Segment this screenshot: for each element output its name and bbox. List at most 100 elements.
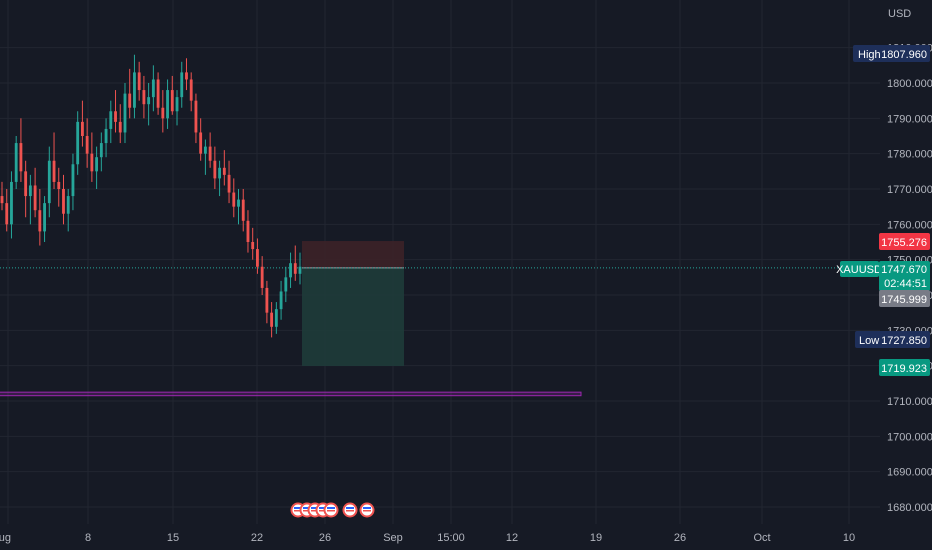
candle-body: [128, 93, 132, 108]
candle-body: [104, 128, 108, 144]
last-price-badge: 1747.670 02:44:51: [879, 261, 930, 291]
event-markers[interactable]: [290, 502, 375, 518]
candle-body: [293, 263, 297, 274]
x-axis[interactable]: Aug 8 15 22 26 Sep 15:00 12 19 26 Oct 10: [0, 532, 855, 544]
candle-body: [298, 266, 302, 274]
event-flag-icon[interactable]: [342, 502, 358, 518]
candle-body: [232, 192, 236, 207]
event-flag-icon[interactable]: [359, 502, 375, 518]
candle-body: [189, 79, 193, 101]
y-tick-label: 1710.000: [887, 396, 932, 408]
candle-body: [185, 72, 188, 80]
candlestick-series: [0, 54, 302, 338]
low-badge: Low 1727.850: [855, 331, 930, 348]
bar-countdown: 02:44:51: [884, 278, 927, 290]
candle-body: [251, 242, 255, 250]
candle-body: [194, 100, 198, 133]
last-price: 1747.670: [881, 264, 927, 276]
y-tick-label: 1770.000: [887, 184, 932, 196]
candle-body: [109, 111, 113, 129]
candle-body: [274, 309, 278, 327]
event-flag-icon[interactable]: [323, 502, 339, 518]
candle-body: [118, 121, 122, 133]
candle-body: [256, 249, 259, 267]
candle-body: [14, 143, 18, 182]
candle-body: [133, 72, 136, 108]
candle-body: [95, 157, 99, 172]
stop-loss-zone[interactable]: [302, 241, 404, 268]
candle-body: [0, 196, 4, 204]
y-tick-label: 1760.000: [887, 219, 932, 231]
target-price: 1719.923: [881, 363, 927, 375]
x-tick-label: 19: [590, 532, 602, 544]
high-label: High: [858, 49, 881, 61]
candle-body: [66, 196, 70, 214]
candle-body: [203, 146, 207, 154]
x-tick-label: 15:00: [437, 532, 465, 544]
target-badge: 1719.923: [879, 359, 930, 376]
candle-body: [28, 185, 32, 197]
candle-body: [208, 146, 212, 161]
candle-body: [199, 132, 203, 154]
candle-body: [62, 189, 65, 214]
candle-body: [284, 277, 288, 292]
y-tick-label: 1790.000: [887, 113, 932, 125]
candle-body: [57, 181, 61, 189]
low-label: Low: [859, 335, 879, 347]
prev-close-badge: 1745.999: [879, 290, 930, 307]
y-tick-label: 1690.000: [887, 467, 932, 479]
y-tick-label: 1800.000: [887, 78, 932, 90]
candle-body: [43, 203, 46, 232]
x-tick-label: Oct: [753, 532, 770, 544]
x-tick-label: 22: [251, 532, 263, 544]
high-badge: High 1807.960: [853, 45, 930, 62]
candle-body: [47, 160, 51, 204]
candle-body: [213, 160, 217, 179]
drawing-tools[interactable]: [0, 241, 880, 397]
candle-body: [279, 291, 283, 310]
candle-body: [156, 79, 160, 108]
candle-body: [260, 266, 264, 288]
candle-body: [175, 97, 179, 112]
candle-body: [71, 164, 75, 197]
candle-body: [218, 167, 222, 179]
candle-body: [114, 111, 117, 122]
x-tick-label: 12: [506, 532, 518, 544]
x-tick-label: 10: [843, 532, 855, 544]
candle-body: [24, 171, 28, 197]
high-value: 1807.960: [881, 49, 927, 61]
candle-body: [151, 79, 155, 98]
support-zone[interactable]: [0, 391, 582, 397]
currency-label: USD: [888, 8, 911, 20]
candle-body: [85, 136, 89, 154]
candle-body: [52, 160, 56, 182]
candle-body: [10, 181, 13, 225]
stop-badge: 1755.276: [879, 233, 930, 250]
x-tick-label: Sep: [383, 532, 403, 544]
candle-body: [142, 90, 146, 105]
candle-body: [270, 312, 274, 327]
take-profit-zone[interactable]: [302, 267, 404, 366]
candle-body: [227, 174, 231, 193]
y-tick-label: 1700.000: [887, 431, 932, 443]
candle-body: [246, 220, 250, 242]
candle-body: [80, 121, 84, 136]
candle-body: [19, 143, 23, 172]
candle-body: [265, 287, 269, 313]
candle-body: [137, 72, 141, 91]
candle-body: [170, 90, 174, 112]
candle-body: [237, 199, 240, 207]
x-tick-label: 26: [319, 532, 331, 544]
candle-body: [289, 263, 292, 278]
prev-close-price: 1745.999: [881, 294, 927, 306]
candle-body: [5, 203, 9, 225]
symbol-label: XAUUSD: [836, 264, 882, 276]
low-value: 1727.850: [881, 335, 927, 347]
candle-body: [123, 93, 127, 133]
candle-body: [222, 167, 226, 175]
candle-body: [76, 121, 80, 165]
candle-body: [161, 107, 165, 119]
